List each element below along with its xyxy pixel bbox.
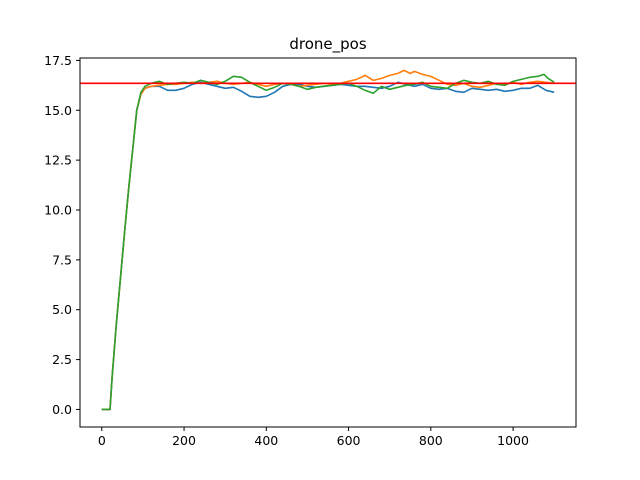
x-tick-label: 400: [254, 433, 278, 448]
series-line-2: [101, 69, 555, 411]
y-tick-label: 0.0: [52, 402, 72, 417]
y-tick-label: 10.0: [44, 202, 72, 217]
y-tick-label: 15.0: [44, 103, 72, 118]
plot-area: 0 200 400 600 800 1000 0.0 2.5 5.0 7.5 10.0 12.5 15.…: [44, 53, 577, 448]
y-tick-label: 12.5: [44, 153, 72, 168]
x-tick-label: 1000: [497, 433, 529, 448]
x-tick-label: 600: [337, 433, 361, 448]
x-tick-label: 200: [172, 433, 196, 448]
y-tick-label: 17.5: [44, 53, 72, 68]
axes-frame: [79, 57, 577, 428]
y-tick-label: 5.0: [52, 302, 72, 317]
chart-title: drone_pos: [289, 35, 366, 54]
x-tick-label: 800: [419, 433, 443, 448]
x-tick-label: 0: [98, 433, 106, 448]
y-tick-label: 2.5: [52, 352, 72, 367]
y-tick-label: 7.5: [52, 252, 72, 267]
